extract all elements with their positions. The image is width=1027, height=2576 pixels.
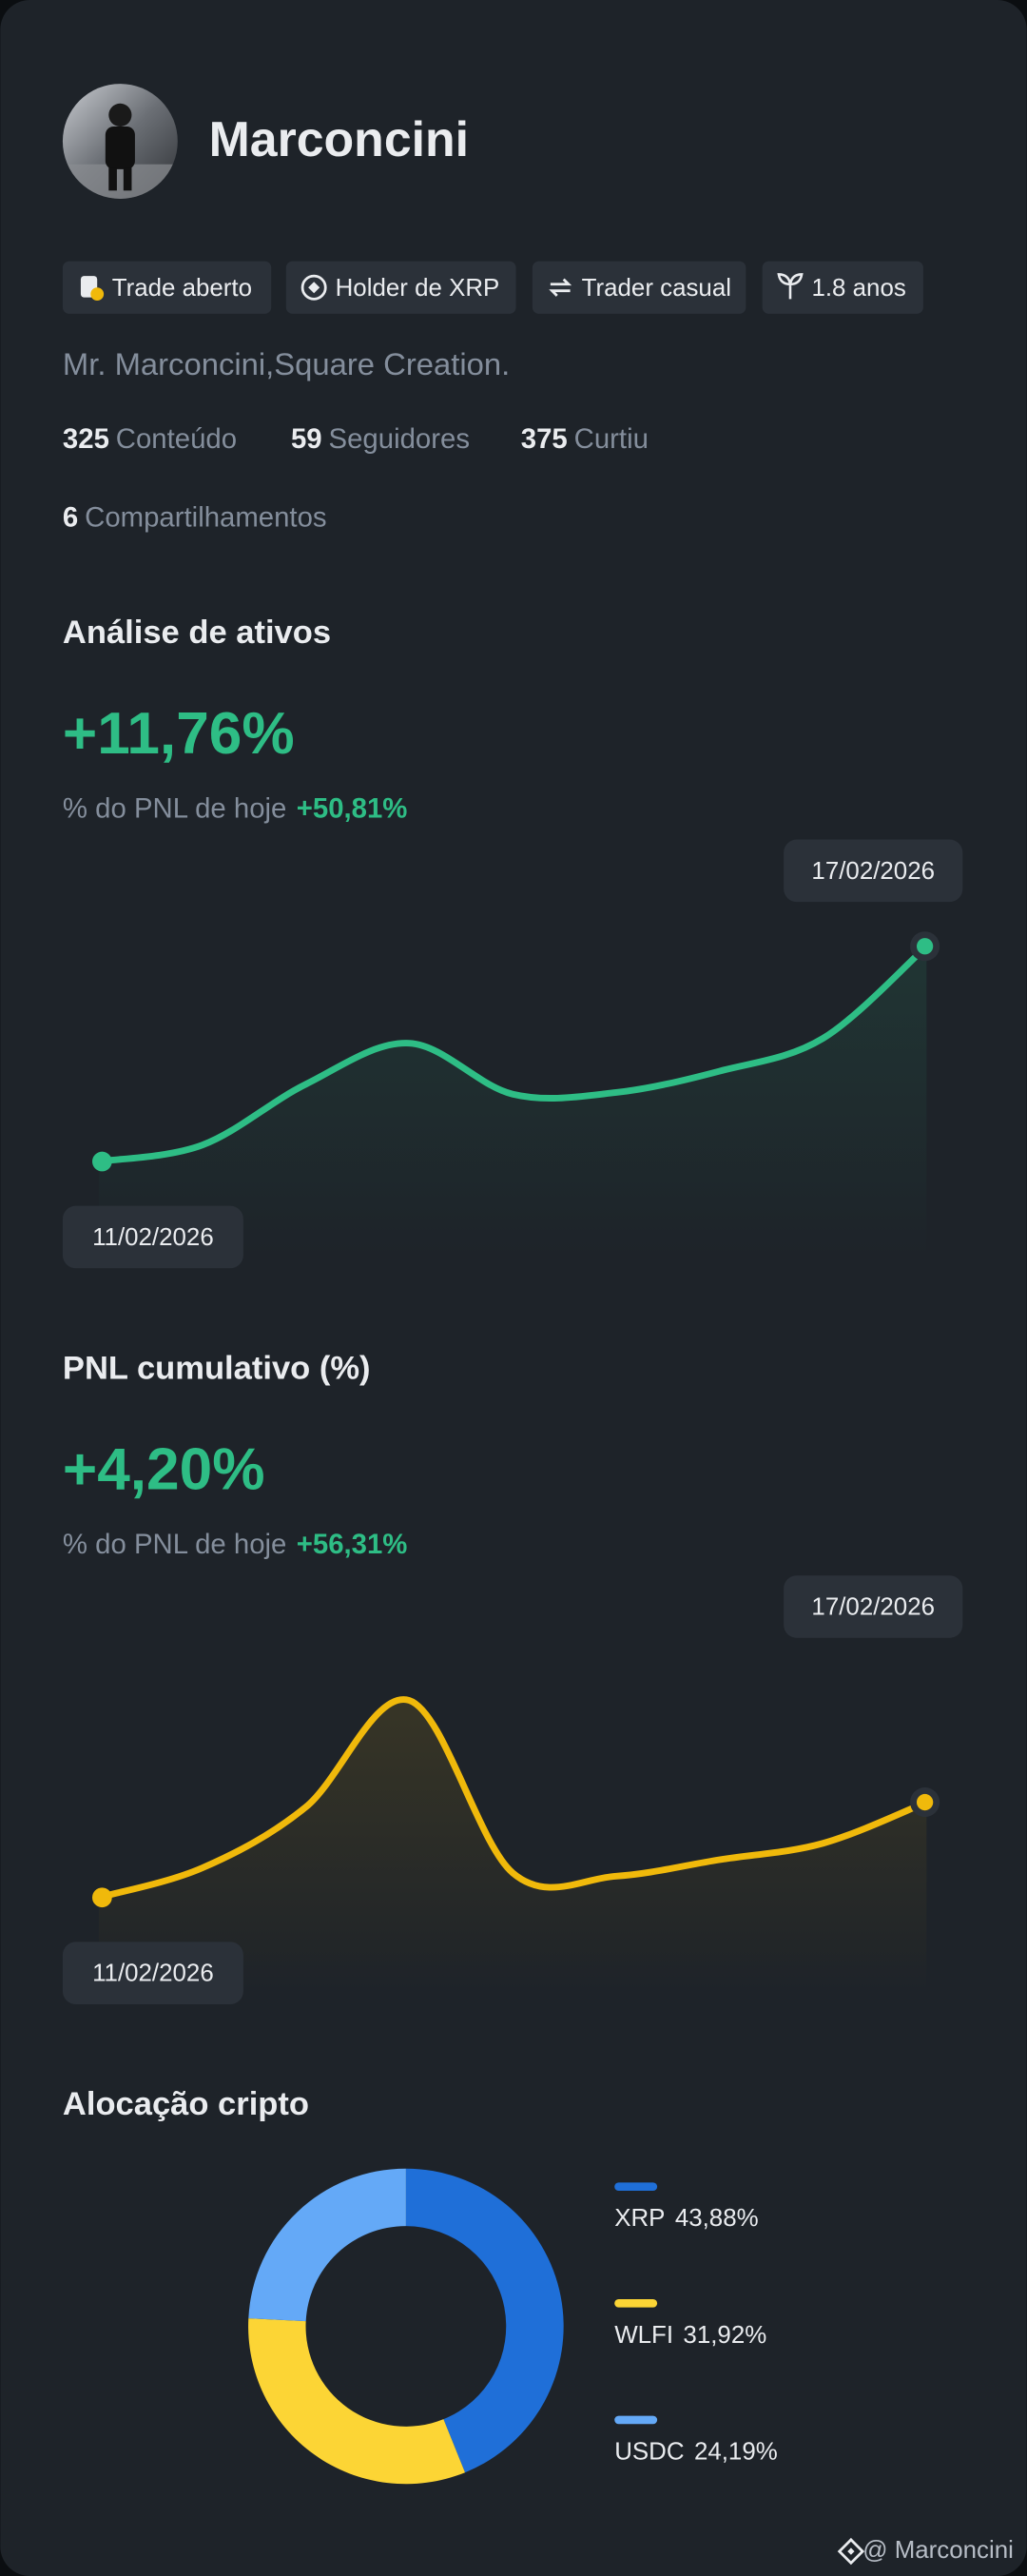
stat-label: Seguidores [329, 423, 470, 455]
donut-slice[interactable] [248, 2168, 406, 2322]
tag-label: Trader casual [582, 275, 731, 302]
end-date-tooltip [784, 839, 963, 903]
stat-label: Conteúdo [116, 423, 237, 455]
stat: 325 Conteúdo [63, 423, 237, 455]
start-date-tooltip [62, 1942, 243, 2004]
area [98, 946, 927, 1258]
legend-swatch [614, 2298, 658, 2308]
tag-icon [300, 274, 327, 301]
legend-value: 43,88% [675, 2205, 759, 2232]
pnl-change: +50,81% [297, 792, 408, 824]
tag-icon [549, 278, 572, 297]
legend-swatch [614, 2182, 658, 2192]
donut-slice[interactable] [248, 2318, 466, 2485]
charts: Análise de ativos +11,76% % do PNL de hoje… [62, 615, 963, 2004]
end-point [916, 1793, 934, 1811]
line [95, 943, 930, 1165]
allocation: Alocação cripto XRP 43,88% WLFI 31,92% USDC 24… [63, 2086, 778, 2485]
tag-label: 1.8 anos [811, 275, 905, 302]
pnl-line: % do PNL de hoje +50,81% [63, 792, 407, 824]
tag-label: Holder de XRP [336, 275, 500, 302]
footer: @ Marconcini [837, 2537, 1014, 2566]
tag-background[interactable] [532, 261, 746, 314]
profile-name: Marconcini [209, 111, 469, 166]
pnl-label: % do PNL de hoje [63, 792, 286, 824]
stat-label: Curtiu [574, 423, 649, 455]
tag[interactable]: Trader casual [532, 261, 746, 314]
end-date-label: 17/02/2026 [811, 1594, 935, 1621]
stat-value: 325 [63, 423, 109, 455]
legend-entry: WLFI 31,92% [614, 2322, 766, 2349]
headline-value: +4,20% [63, 1437, 265, 1503]
legend-name: WLFI [614, 2322, 673, 2349]
tag-icon-badge [90, 287, 105, 302]
start-date-label: 11/02/2026 [92, 1224, 214, 1251]
legend-entry: XRP 43,88% [614, 2205, 758, 2232]
tag-background[interactable] [62, 261, 272, 314]
end-date-tooltip [784, 1575, 963, 1638]
donut-slice[interactable] [405, 2168, 564, 2473]
pnl-change: +56,31% [297, 1529, 408, 1560]
end-point [916, 938, 934, 955]
tag[interactable]: 1.8 anos [762, 261, 923, 314]
pnl-line: % do PNL de hoje +56,31% [63, 1529, 407, 1560]
chart-section: Análise de ativos +11,76% % do PNL de hoje… [62, 615, 963, 1269]
legend-value: 31,92% [683, 2322, 766, 2349]
pnl-label: % do PNL de hoje [63, 1529, 286, 1560]
section-title: PNL cumulativo (%) [63, 1350, 371, 1386]
stat-value: 59 [291, 423, 322, 455]
footer-handle: @ Marconcini [862, 2537, 1014, 2564]
tag[interactable]: Holder de XRP [285, 261, 516, 314]
legend-name: XRP [614, 2205, 665, 2232]
start-date-tooltip [62, 1205, 243, 1269]
line [95, 1696, 930, 1902]
end-date-label: 17/02/2026 [811, 858, 935, 885]
stat-value: 6 [63, 501, 78, 533]
start-point [92, 1887, 112, 1908]
start-point [92, 1151, 112, 1172]
start-date-label: 11/02/2026 [92, 1961, 214, 1987]
tag-background[interactable] [285, 261, 516, 314]
stat: 6 Compartilhamentos [63, 501, 327, 533]
legend-name: USDC [614, 2438, 684, 2465]
profile-bio: Mr. Marconcini,Square Creation. [63, 346, 510, 381]
tag-label: Trade aberto [112, 275, 252, 302]
legend-value: 24,19% [694, 2438, 778, 2465]
section-title: Alocação cripto [63, 2086, 309, 2122]
section-title: Análise de ativos [63, 615, 331, 651]
headline-value: +11,76% [63, 701, 295, 767]
stat: 59 Seguidores [291, 423, 470, 455]
legend-swatch [614, 2415, 658, 2425]
stat-value: 375 [521, 423, 568, 455]
legend-entry: USDC 24,19% [614, 2438, 778, 2465]
chart-section: PNL cumulativo (%) +4,20% % do PNL de hoje… [62, 1350, 963, 2004]
area [98, 1699, 927, 1993]
tag-list: Trade aberto Holder de XRP Trader casual 1.… [62, 261, 923, 314]
stat: 375 Curtiu [521, 423, 649, 455]
stat-label: Compartilhamentos [85, 501, 326, 533]
tag-icon [777, 273, 804, 300]
tag[interactable]: Trade aberto [62, 261, 272, 314]
stats: 325 Conteúdo 59 Seguidores 375 Curtiu 6 Compart… [63, 423, 649, 534]
